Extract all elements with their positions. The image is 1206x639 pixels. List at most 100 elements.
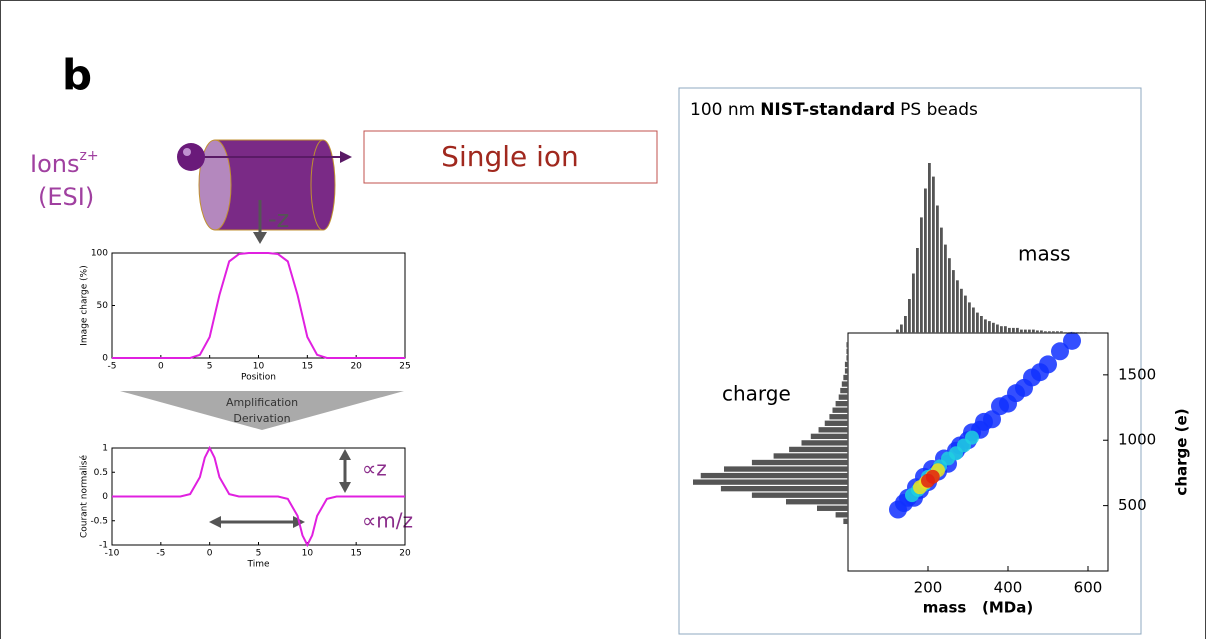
y-tick-label: 50 [97, 301, 109, 311]
x-tick-label: 600 [1074, 579, 1103, 597]
histogram-bar [996, 324, 999, 333]
histogram-bar [829, 414, 848, 420]
title-part: PS beads [900, 100, 978, 120]
funnel-line: Derivation [233, 412, 290, 425]
x-tick-label: -5 [156, 549, 165, 559]
histogram-bar [773, 453, 848, 459]
histogram-bar [1040, 330, 1043, 333]
histogram-bar [846, 348, 848, 355]
y-tick-label: 1 [102, 444, 108, 454]
histogram-bar [810, 433, 848, 440]
histogram-bar [843, 518, 848, 525]
x-tick-label: 20 [399, 549, 411, 559]
histogram-bar [948, 258, 951, 333]
histogram-bar [1036, 330, 1039, 333]
histogram-bar [789, 446, 848, 453]
histogram-bar [936, 205, 939, 333]
histogram-bar [964, 295, 967, 333]
panel-label: b [62, 51, 92, 100]
source-label: (ESI) [38, 183, 94, 211]
histogram-bar [976, 312, 979, 333]
histogram-bar [838, 394, 848, 400]
plot-area [111, 252, 406, 359]
histogram-bar [952, 270, 955, 333]
histogram-bar [1064, 332, 1067, 333]
plot-area [847, 332, 1109, 572]
histogram-bar [1080, 332, 1083, 333]
histogram-bar [904, 316, 907, 333]
histogram-bar [940, 227, 943, 333]
histogram-bar [1000, 326, 1003, 333]
trap [177, 139, 352, 231]
histogram-bar [1048, 331, 1051, 333]
histogram-bar [1004, 326, 1007, 333]
histogram-bar [1076, 332, 1079, 333]
histogram-bar [932, 176, 935, 333]
histogram-bar [984, 319, 987, 333]
histogram-bar [908, 299, 911, 333]
y-tick-label: 100 [91, 249, 108, 259]
x-tick-label: 25 [399, 362, 410, 372]
x-tick-label: 20 [350, 362, 362, 372]
histogram-bar [817, 505, 848, 511]
chart-title: 100 nm NIST-standard PS beads [690, 100, 978, 120]
histogram-bar [920, 217, 923, 333]
histogram-bar [944, 244, 947, 333]
histogram-bar [844, 361, 848, 368]
arrows [209, 449, 351, 528]
histogram-bar [896, 329, 899, 333]
histogram-bar [700, 472, 848, 479]
scatter-points [889, 331, 1081, 519]
ions-label: Ionsz+ [30, 148, 99, 178]
ions-charge: z+ [79, 148, 98, 164]
histogram-bar [840, 387, 848, 394]
funnel-line: Amplification [226, 396, 298, 409]
histogram-bar [786, 499, 848, 505]
y-axis-label: Image charge (%) [80, 265, 90, 345]
detector-box [363, 130, 658, 184]
histogram-bar [846, 355, 848, 361]
histogram-bar [693, 479, 848, 485]
histogram-bar [1044, 331, 1047, 333]
x-tick-label: 0 [158, 362, 164, 372]
x-tick-label: -10 [105, 549, 120, 559]
histogram-bar [900, 324, 903, 333]
histogram-bar [980, 316, 983, 333]
histogram-bar [968, 302, 971, 333]
histogram-bar [843, 374, 848, 381]
y-tick-label: 0 [102, 354, 108, 364]
histogram-bar [835, 401, 848, 407]
x-tick-label: 0 [207, 549, 213, 559]
y-tick-label: -0.5 [90, 516, 108, 526]
histogram-bar [835, 512, 848, 518]
histogram-bar [1012, 327, 1015, 333]
x-tick-label: 15 [302, 362, 313, 372]
data-line [112, 252, 405, 359]
histogram-bar [846, 342, 848, 348]
histogram-bar [1016, 327, 1019, 333]
y-axis-label: Courant normalisé [79, 455, 90, 539]
density-point [983, 410, 1001, 429]
histogram-bar [824, 420, 848, 426]
x-tick-label: -5 [108, 362, 117, 372]
data-line [112, 445, 405, 548]
histogram-bar [972, 307, 975, 333]
histogram-bar [1032, 329, 1035, 333]
histogram-bar [720, 486, 848, 492]
x-axis-label: mass (MDa) [923, 599, 1034, 617]
y-axis-label: charge (e) [1173, 408, 1191, 495]
histogram-bar [924, 188, 927, 333]
arrow-head [253, 232, 267, 244]
panel-box [678, 87, 1142, 635]
histogram-bar [1028, 329, 1031, 333]
y-tick-label: -1 [99, 541, 108, 551]
histogram-bar [841, 381, 848, 387]
x-tick-label: 5 [207, 362, 213, 372]
y-tick-label: 500 [1118, 496, 1147, 514]
histogram-bar [928, 163, 931, 333]
histogram-bar [1020, 329, 1023, 333]
ions-text: Ions [30, 150, 79, 178]
histogram-label: mass [1018, 242, 1071, 266]
histogram-bar [751, 492, 848, 498]
